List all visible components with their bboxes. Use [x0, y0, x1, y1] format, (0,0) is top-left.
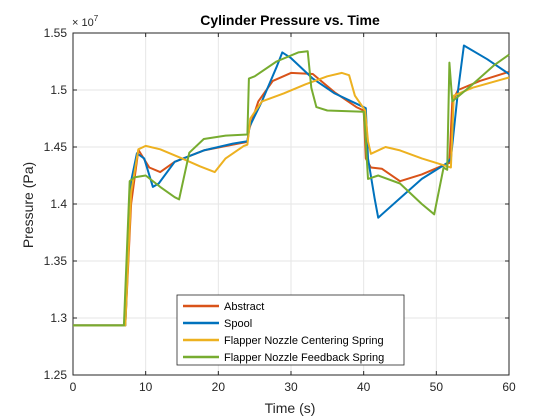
series-line-flapper-nozzle-feedback-spring — [73, 50, 510, 327]
series-line-flapper-nozzle-centering-spring — [73, 71, 510, 327]
legend-label-flapper-nozzle-feedback-spring: Flapper Nozzle Feedback Spring — [224, 352, 384, 364]
y-tick-label: 1.4 — [50, 197, 67, 211]
x-tick-label: 30 — [284, 380, 298, 394]
legend: Abstract Spool Flapper Nozzle Centering Sp… — [176, 294, 405, 366]
y-exponent-power: 7 — [94, 14, 99, 23]
axis-ticks: 0 10 20 30 40 50 60 1.25 1.3 1.35 1.4 1.45 1.5 1.55 — [44, 26, 516, 394]
x-axis-label: Time (s) — [265, 400, 316, 416]
y-tick-label: 1.45 — [44, 140, 68, 154]
y-exponent-base: × 10 — [72, 17, 94, 29]
series-lines — [73, 44, 510, 327]
legend-label-abstract: Abstract — [224, 301, 264, 313]
x-tick-label: 50 — [430, 380, 444, 394]
legend-label-flapper-nozzle-centering-spring: Flapper Nozzle Centering Spring — [224, 335, 384, 347]
y-tick-label: 1.55 — [44, 26, 68, 40]
legend-label-spool: Spool — [224, 318, 252, 330]
y-tick-label: 1.5 — [50, 83, 67, 97]
y-tick-label: 1.25 — [44, 368, 68, 382]
y-axis-exponent: × 107 — [72, 14, 99, 29]
x-tick-label: 40 — [357, 380, 371, 394]
y-axis-label: Pressure (Pa) — [20, 162, 36, 248]
x-tick-label: 0 — [70, 380, 77, 394]
x-tick-label: 10 — [139, 380, 153, 394]
x-tick-label: 60 — [502, 380, 516, 394]
y-tick-label: 1.35 — [44, 254, 68, 268]
y-tick-label: 1.3 — [50, 311, 67, 325]
x-tick-label: 20 — [212, 380, 226, 394]
chart-title: Cylinder Pressure vs. Time — [200, 12, 380, 28]
